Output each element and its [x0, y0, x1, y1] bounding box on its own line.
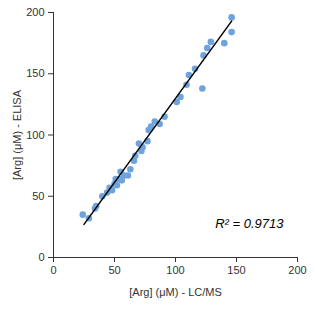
svg-text:0: 0 — [38, 251, 44, 263]
svg-text:50: 50 — [32, 190, 44, 202]
svg-text:200: 200 — [26, 6, 44, 18]
svg-text:100: 100 — [166, 264, 184, 276]
svg-text:[Arg] (μM) - LC/MS: [Arg] (μM) - LC/MS — [129, 286, 222, 298]
svg-text:200: 200 — [288, 264, 306, 276]
svg-text:R² = 0.9713: R² = 0.9713 — [215, 216, 284, 231]
svg-text:150: 150 — [227, 264, 245, 276]
svg-text:0: 0 — [50, 264, 56, 276]
svg-text:100: 100 — [26, 129, 44, 141]
svg-text:50: 50 — [108, 264, 120, 276]
svg-text:[Arg] (μM) - ELISA: [Arg] (μM) - ELISA — [11, 89, 23, 180]
svg-text:150: 150 — [26, 67, 44, 79]
